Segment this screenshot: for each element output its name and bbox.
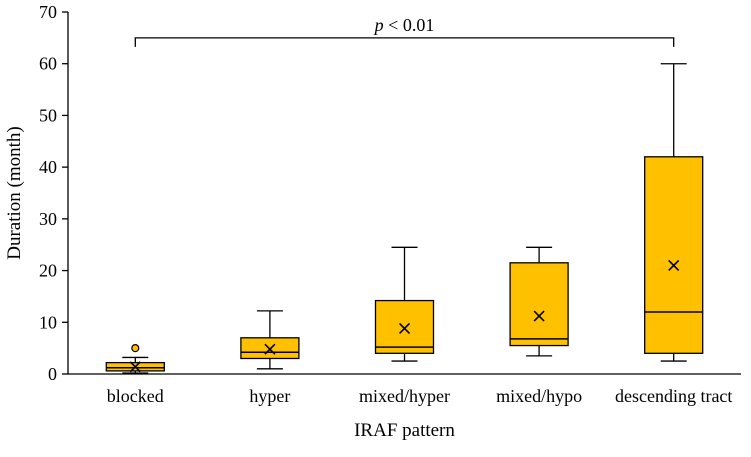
x-axis-label: IRAF pattern <box>354 420 455 441</box>
y-tick-label: 0 <box>48 364 57 384</box>
y-tick-label: 30 <box>39 209 57 229</box>
x-tick-label: mixed/hypo <box>496 386 582 406</box>
iqr-box <box>374 299 435 354</box>
y-tick-label: 70 <box>39 2 57 22</box>
p-value-label: p < 0.01 <box>373 15 435 35</box>
significance-bracket <box>134 37 675 47</box>
iqr-box <box>509 262 569 347</box>
box-plot-mixed-hyper <box>374 246 435 362</box>
y-tick-label: 40 <box>39 157 57 177</box>
box-plot-descending-tract <box>644 63 704 362</box>
iqr-box <box>644 156 704 354</box>
mean-marker <box>533 310 545 322</box>
y-tick-label: 50 <box>39 105 57 125</box>
outlier-point <box>131 344 140 353</box>
y-tick-label: 20 <box>39 261 57 281</box>
mean-marker <box>398 322 411 335</box>
y-tick-label: 10 <box>39 312 57 332</box>
x-tick-label: descending tract <box>615 386 732 406</box>
y-tick-label: 60 <box>39 54 57 74</box>
y-axis-label: Duration (month) <box>4 126 25 260</box>
mean-marker <box>129 361 141 373</box>
box-plot-mixed-hypo <box>509 246 569 357</box>
x-tick-label: hyper <box>249 386 290 406</box>
x-tick-label: blocked <box>107 386 164 406</box>
mean-marker <box>264 343 276 355</box>
x-tick-label: mixed/hyper <box>359 386 450 406</box>
mean-marker <box>668 259 680 271</box>
box-plot-blocked <box>105 344 165 374</box>
box-plot-hyper <box>240 310 300 370</box>
